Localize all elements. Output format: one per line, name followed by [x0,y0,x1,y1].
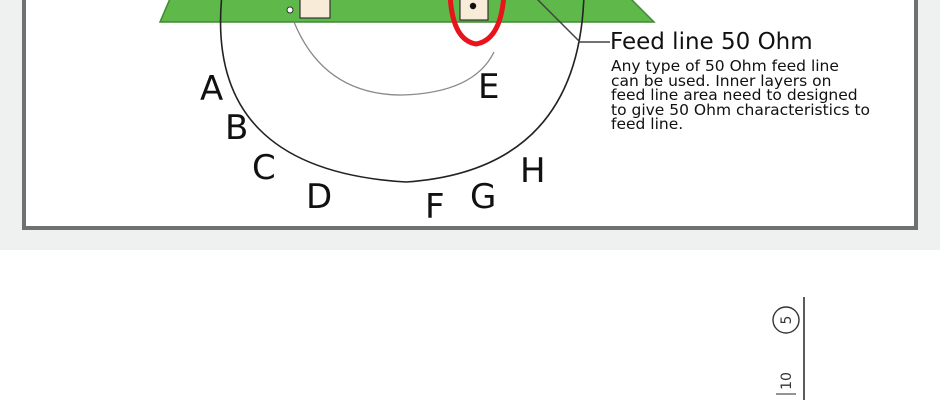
diagram-frame: A B C D E F G H [22,0,918,230]
highlight-circle [447,0,506,47]
feed-line-title: Feed line 50 Ohm [610,29,813,55]
letter-a: A [200,69,223,109]
outer-arc [219,0,585,183]
letter-d: D [306,177,332,217]
circled-number-badge: 5 [772,306,800,334]
ground-plane [158,0,656,23]
diagram-panel: A B C D E F G H Feed line 50 Ohm Any typ… [0,0,940,250]
letter-e: E [478,67,499,107]
feed-point-dot [469,2,477,10]
letter-f: F [425,187,445,227]
rotated-label: 10 [779,372,795,390]
feed-line-description: Any type of 50 Ohm feed line can be used… [611,57,871,133]
feed-line-callout [536,0,610,43]
left-pad [299,0,331,19]
lower-drawing: 5 10 [772,297,805,400]
letter-g: G [470,177,496,217]
badge-circle [772,306,800,334]
antenna-diagram: A B C D E F G H [158,0,656,227]
left-pad-dot [286,6,294,14]
letter-h: H [520,151,546,191]
circled-number: 5 [779,316,795,325]
letter-b: B [225,108,248,148]
feed-pad [459,0,489,21]
inner-arc [293,21,495,96]
letter-c: C [252,148,276,188]
